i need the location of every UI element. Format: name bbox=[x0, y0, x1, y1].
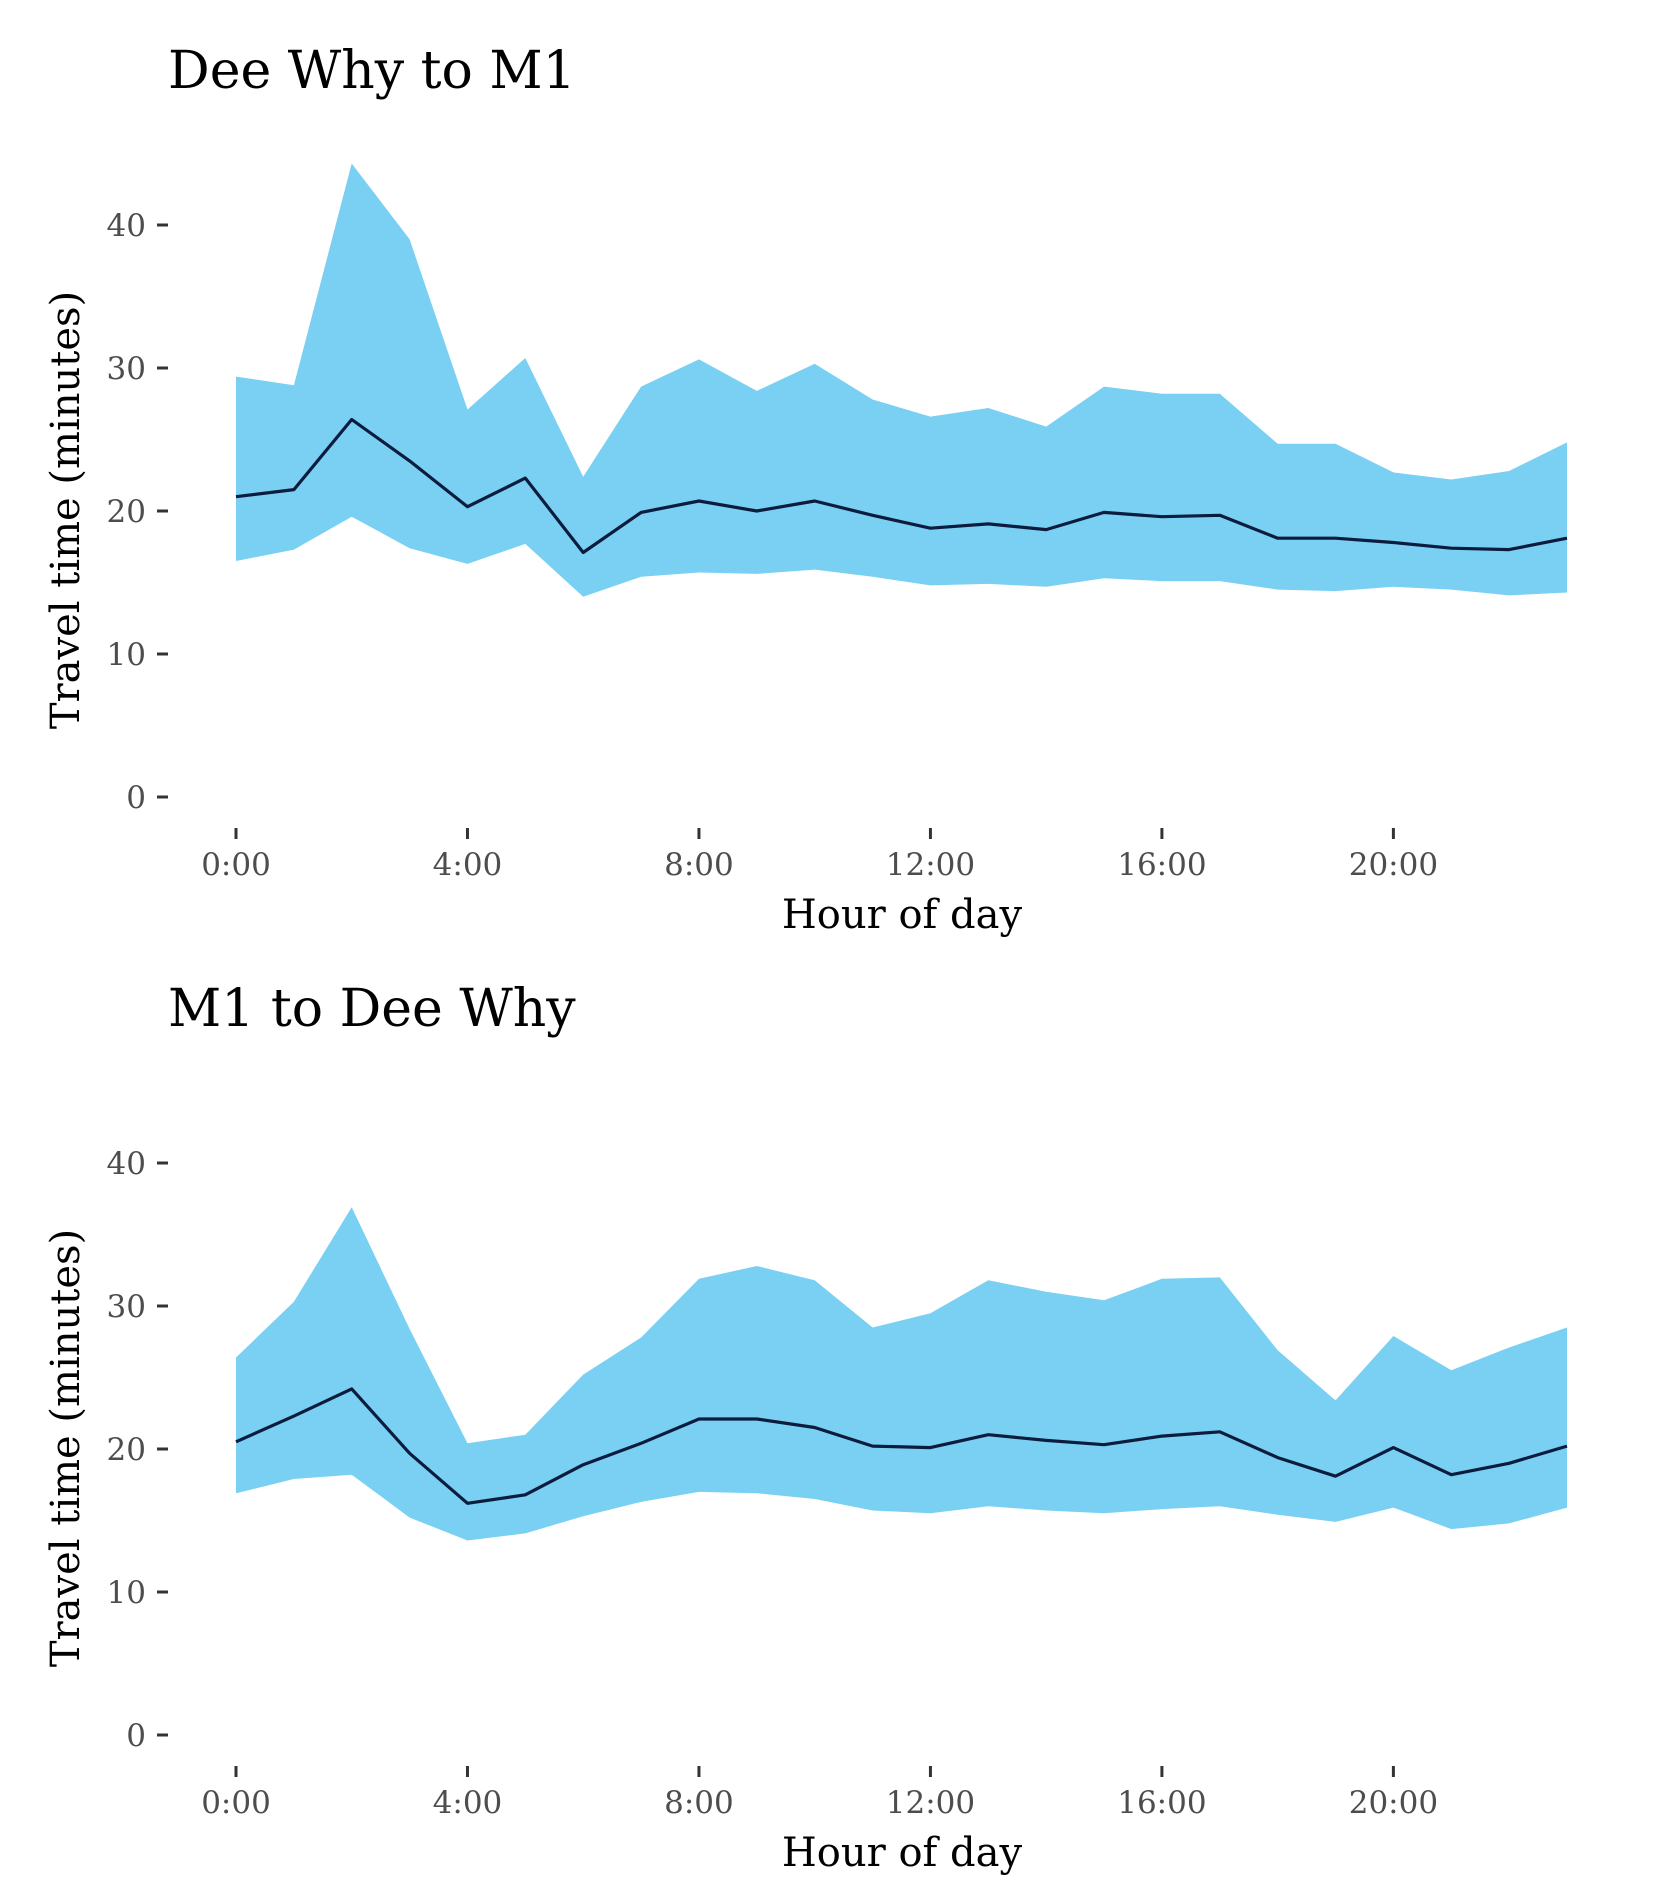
x-axis-title: Hour of day bbox=[782, 892, 1023, 938]
chart-title: Dee Why to M1 bbox=[168, 41, 576, 101]
panel-1: Dee Why to M1 0 10 20 30 40 0:00 4:00 8:00 12:00 1… bbox=[43, 41, 1568, 938]
x-tick-label: 20:00 bbox=[1349, 847, 1438, 883]
panel-2: M1 to Dee Why 0 10 20 30 40 0:00 4:00 8:00 12:00 1… bbox=[43, 979, 1568, 1876]
y-tick-label: 40 bbox=[107, 208, 146, 244]
y-axis-title: Travel time (minutes) bbox=[43, 291, 89, 729]
x-tick-label: 4:00 bbox=[433, 847, 503, 883]
y-tick-label: 40 bbox=[107, 1146, 146, 1182]
median-line bbox=[235, 1387, 1568, 1505]
y-tick-label: 20 bbox=[107, 494, 146, 530]
x-tick-label: 16:00 bbox=[1117, 1785, 1206, 1821]
x-tick-label: 12:00 bbox=[886, 1785, 975, 1821]
y-axis-title: Travel time (minutes) bbox=[43, 1229, 89, 1667]
uncertainty-band bbox=[236, 1207, 1567, 1541]
x-tick-label: 16:00 bbox=[1117, 847, 1206, 883]
x-tick-label: 8:00 bbox=[664, 1785, 734, 1821]
x-tick-label: 12:00 bbox=[886, 847, 975, 883]
chart-title: M1 to Dee Why bbox=[168, 979, 576, 1039]
x-tick-label: 4:00 bbox=[433, 1785, 503, 1821]
x-tick-label: 8:00 bbox=[664, 847, 734, 883]
y-tick-label: 30 bbox=[107, 1289, 146, 1325]
x-axis-title: Hour of day bbox=[782, 1830, 1023, 1876]
y-tick-label: 0 bbox=[126, 1718, 146, 1754]
y-tick-label: 20 bbox=[107, 1432, 146, 1468]
x-tick-label: 20:00 bbox=[1349, 1785, 1438, 1821]
x-tick-label: 0:00 bbox=[201, 1785, 271, 1821]
median-line bbox=[235, 417, 1568, 555]
y-tick-label: 30 bbox=[107, 351, 146, 387]
x-tick-label: 0:00 bbox=[201, 847, 271, 883]
uncertainty-band bbox=[236, 163, 1567, 597]
y-tick-label: 10 bbox=[107, 1575, 146, 1611]
y-tick-label: 0 bbox=[126, 780, 146, 816]
y-tick-label: 10 bbox=[107, 637, 146, 673]
